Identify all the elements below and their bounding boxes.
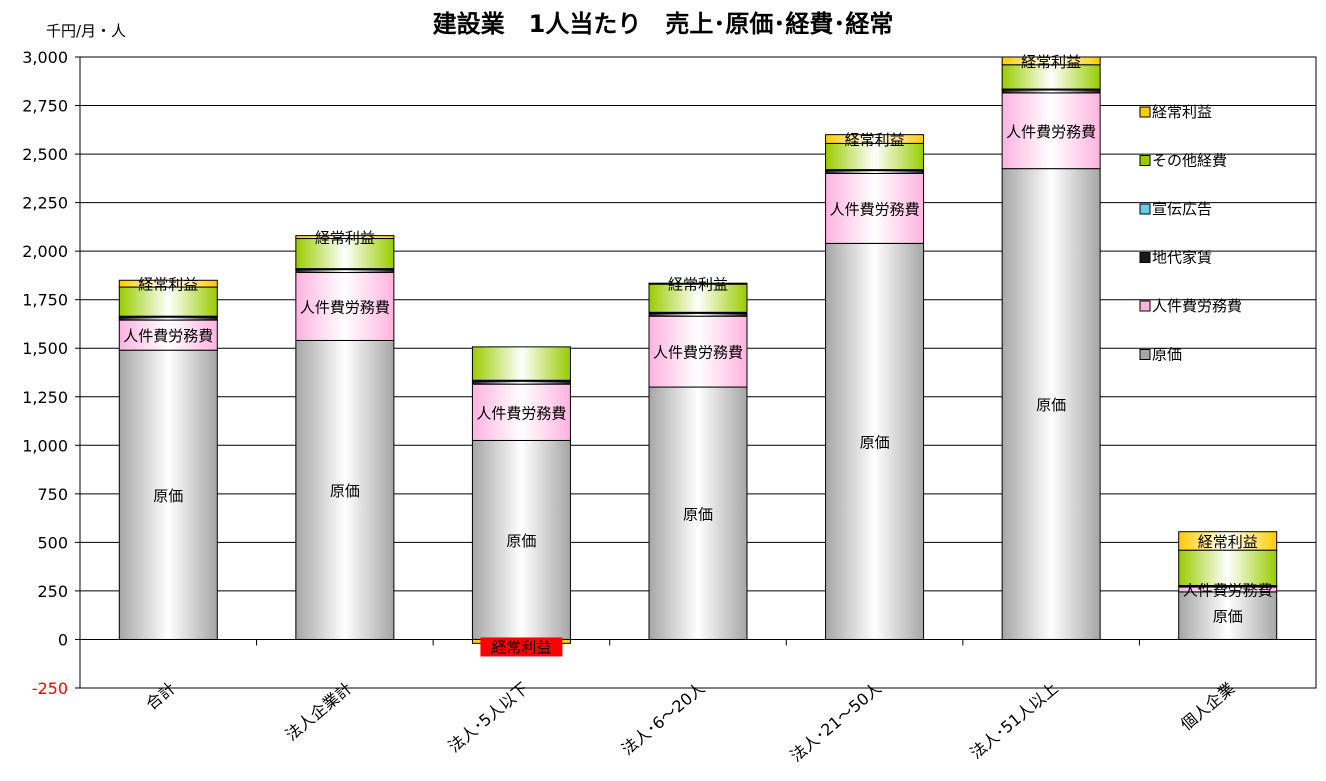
y-tick-label: 0: [58, 630, 68, 649]
data-label: 経常利益: [1198, 533, 1258, 551]
data-label: 人件費労務費: [653, 344, 743, 362]
data-label: 原価: [506, 532, 536, 550]
data-label: 人件費労務費: [476, 404, 566, 422]
plot-area: [79, 56, 1317, 689]
data-label: 人件費労務費: [300, 298, 390, 316]
y-tick-label: 250: [37, 582, 68, 601]
data-label: 原価: [860, 433, 890, 451]
y-tick-label: 750: [37, 485, 68, 504]
bar-segment: [295, 272, 395, 341]
bar-segment: [471, 346, 571, 381]
legend-label: その他経費: [1152, 152, 1227, 170]
y-tick-label: 500: [37, 533, 68, 552]
bar-segment: [1178, 591, 1278, 640]
data-label: 経常利益: [315, 229, 375, 247]
bar-segment: [825, 134, 925, 144]
data-label: 経常利益: [845, 131, 905, 149]
negative-label-bg: [480, 637, 563, 657]
legend-swatch: [1139, 203, 1151, 215]
data-label: 原価: [153, 487, 183, 505]
bar-segment: [648, 282, 748, 285]
legend-swatch: [1139, 349, 1151, 360]
x-tick-label: 法人･6～20人: [618, 679, 709, 759]
bar-segment: [1178, 531, 1278, 551]
legend-label: 宣伝広告: [1152, 200, 1212, 218]
x-tick-label: 法人･21～50人: [787, 679, 886, 766]
y-tick-label: 1,750: [22, 291, 68, 310]
unit-label: 千円/月・人: [46, 22, 126, 40]
legend-label: 地代家賃: [1152, 249, 1212, 267]
bar-segment: [1001, 92, 1101, 170]
chart-title: 建設業 1人当たり 売上･原価･経費･経常: [433, 10, 894, 38]
bar-segment: [648, 386, 748, 640]
bar-segment: [118, 286, 218, 317]
bar-segment: [1001, 168, 1101, 640]
bars: [118, 56, 1278, 644]
data-label: 原価: [1213, 608, 1243, 626]
data-label: 人件費労務費: [123, 327, 213, 345]
bar-segment: [1178, 549, 1278, 586]
y-tick-label: -250: [32, 679, 68, 698]
y-tick-label: 2,000: [22, 242, 68, 261]
bar-segment: [825, 242, 925, 640]
y-tick-label: 1,000: [22, 436, 68, 455]
y-tick-label: 3,000: [22, 48, 68, 67]
bar-segment: [1001, 56, 1101, 66]
legend-swatch: [1139, 252, 1151, 263]
data-label: 人件費労務費: [1183, 581, 1273, 599]
bar-segment: [118, 349, 218, 640]
bar-segment: [471, 439, 571, 640]
data-label: 経常利益: [491, 638, 551, 656]
y-tick-label: 2,250: [22, 194, 68, 213]
legend-swatch: [1139, 155, 1151, 166]
y-tick-label: 2,500: [22, 145, 68, 164]
data-label: 原価: [1036, 396, 1066, 414]
legend-swatch: [1139, 300, 1151, 312]
data-label: 人件費労務費: [1006, 123, 1096, 141]
y-tick-label: 1,250: [22, 388, 68, 407]
legend-label: 経常利益: [1152, 103, 1212, 121]
data-label: 原価: [683, 505, 713, 523]
data-labels: 原価人件費労務費経常利益原価人件費労務費経常利益原価人件費労務費経常利益原価人件…: [123, 53, 1273, 657]
x-tick-label: 法人･51人以上: [966, 679, 1061, 763]
legend-label: 原価: [1152, 346, 1182, 364]
data-label: 人件費労務費: [830, 200, 920, 218]
bar-segment: [295, 238, 395, 270]
data-label: 原価: [330, 482, 360, 500]
x-tick-label: 個人企業: [1177, 679, 1238, 735]
y-tick-label: 1,500: [22, 339, 68, 358]
bar-segment: [118, 319, 218, 351]
legend-swatch: [1139, 106, 1151, 118]
bar-segment: [825, 142, 925, 171]
data-label: 経常利益: [668, 276, 728, 294]
data-label: 経常利益: [1021, 53, 1081, 71]
data-label: 経常利益: [138, 276, 198, 294]
x-tick-label: 合計: [142, 679, 179, 714]
legend-label: 人件費労務費: [1152, 297, 1242, 315]
bar-segment: [295, 235, 395, 240]
bar-segment: [471, 383, 571, 441]
x-tick-label: 法人･5人以下: [445, 679, 532, 757]
bar-segment: [295, 339, 395, 640]
bar-segment: [118, 279, 218, 288]
y-tick-label: 2,750: [22, 97, 68, 116]
